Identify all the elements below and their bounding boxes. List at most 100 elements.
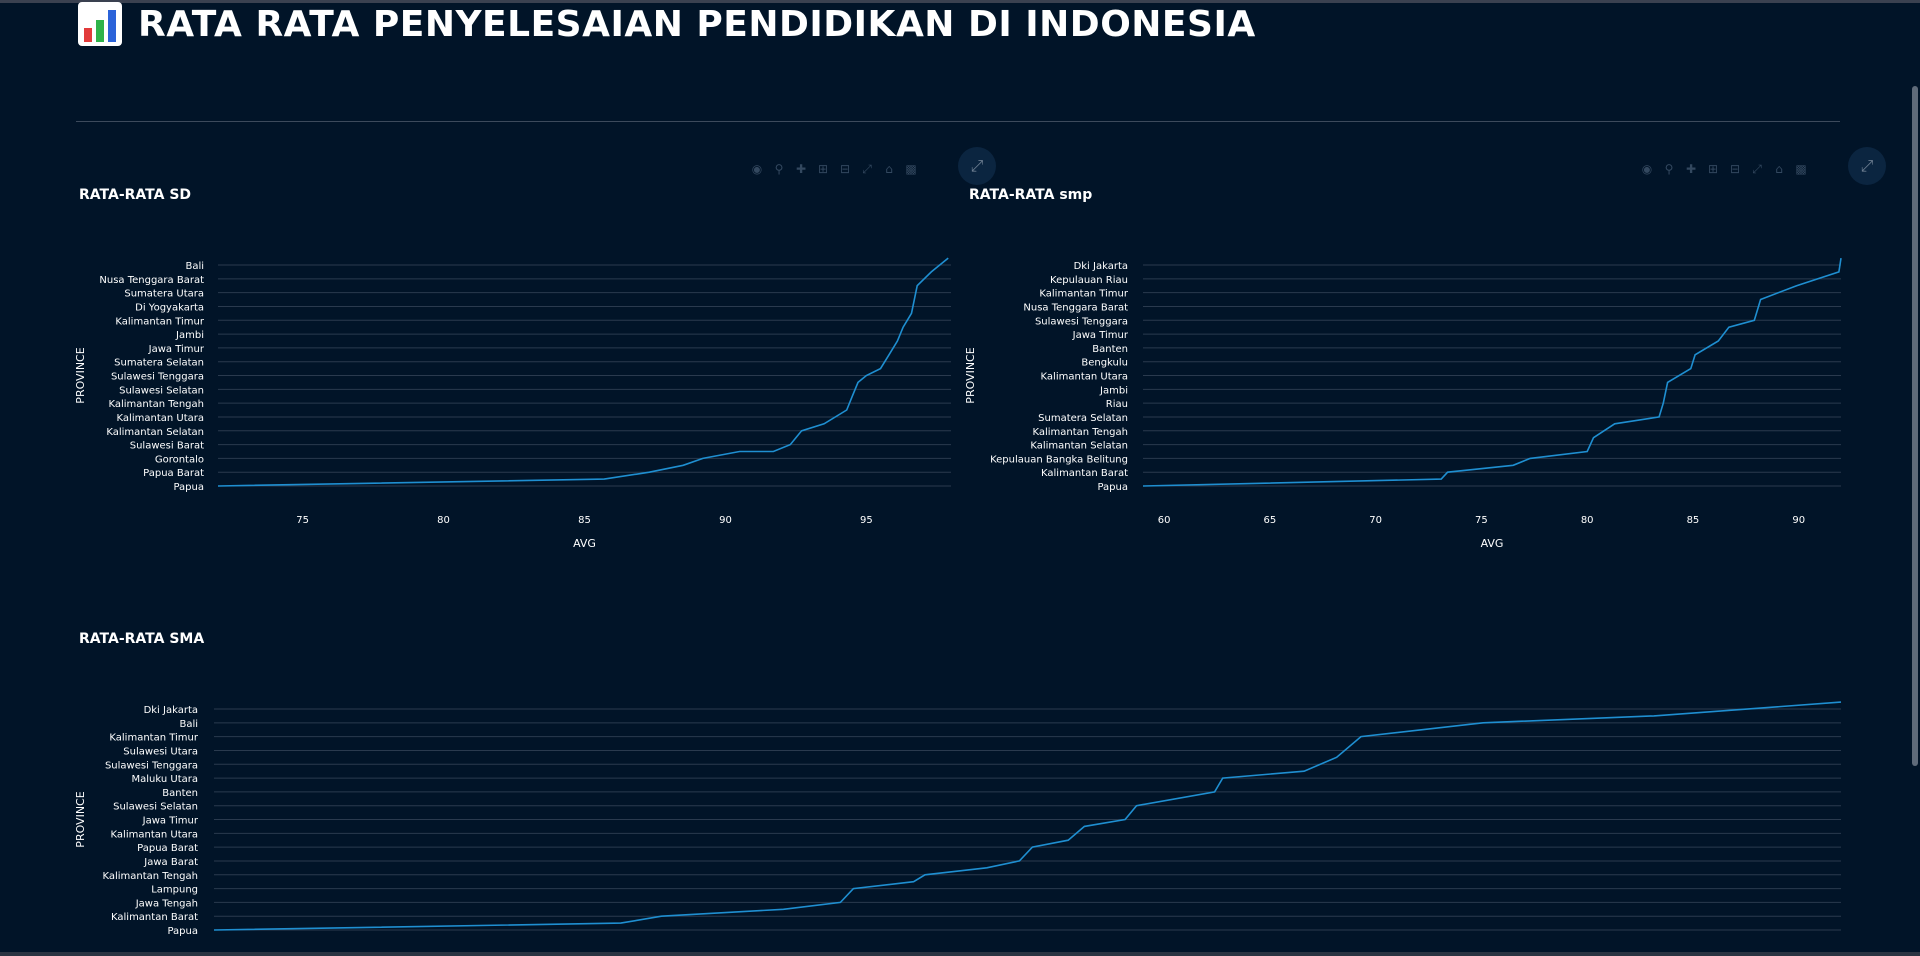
y-tick-label: Gorontalo	[155, 454, 204, 465]
y-axis-title: PROVINCE	[74, 347, 87, 403]
camera-icon[interactable]: ◉	[751, 162, 763, 176]
y-tick-label: Kalimantan Selatan	[1030, 441, 1128, 452]
y-tick-label: Kalimantan Tengah	[1032, 427, 1128, 438]
y-tick-label: Jawa Timur	[1072, 330, 1129, 341]
chart-toolbar: ◉ ⚲ ✚ ⊞ ⊟ ⤢ ⌂ ▩	[1640, 161, 1808, 177]
chart-toolbar: ◉ ⚲ ✚ ⊞ ⊟ ⤢ ⌂ ▩	[750, 161, 918, 177]
y-tick-label: Sulawesi Tenggara	[105, 760, 198, 771]
y-tick-label: Kalimantan Utara	[111, 829, 198, 840]
browser-top-strip	[0, 0, 1920, 3]
x-tick-label: 95	[860, 515, 873, 526]
autoscale-icon[interactable]: ⤢	[1752, 161, 1762, 176]
page-header: RATA RATA PENYELESAIAN PENDIDIKAN DI IND…	[78, 0, 1256, 48]
y-tick-label: Riau	[1106, 399, 1128, 410]
y-tick-label: Nusa Tenggara Barat	[99, 275, 204, 286]
zoom-icon[interactable]: ⚲	[1664, 162, 1674, 176]
x-tick-label: 85	[1687, 515, 1700, 526]
browser-bottom-strip	[0, 952, 1920, 956]
icon-bar-green	[96, 20, 104, 42]
y-tick-label: Papua Barat	[143, 468, 204, 479]
y-tick-label: Papua Barat	[137, 843, 198, 854]
y-axis-title: PROVINCE	[964, 347, 977, 403]
chart-title: RATA-RATA SD	[79, 187, 192, 203]
y-tick-label: Jawa Timur	[142, 816, 199, 827]
y-tick-label: Sumatera Selatan	[1038, 413, 1128, 424]
y-tick-label: Dki Jakarta	[144, 705, 198, 716]
y-tick-label: Kepulauan Bangka Belitung	[990, 454, 1128, 465]
y-tick-label: Jambi	[175, 330, 204, 341]
x-tick-label: 80	[437, 515, 450, 526]
x-tick-label: 80	[1581, 515, 1594, 526]
y-tick-label: Dki Jakarta	[1074, 261, 1128, 272]
x-axis-title: AVG	[1481, 537, 1504, 550]
autoscale-icon[interactable]: ⤢	[862, 161, 872, 176]
y-tick-label: Jambi	[1099, 385, 1128, 396]
y-tick-label: Kalimantan Utara	[1041, 372, 1128, 383]
y-tick-label: Papua	[1097, 482, 1128, 493]
y-tick-label: Kalimantan Timur	[115, 316, 204, 327]
y-tick-label: Kalimantan Tengah	[108, 399, 204, 410]
chart-title: RATA-RATA SMA	[79, 631, 205, 647]
y-tick-label: Bali	[179, 719, 198, 730]
icon-bar-blue	[108, 10, 116, 42]
x-tick-label: 75	[1475, 515, 1488, 526]
zoom-icon[interactable]: ⚲	[774, 162, 784, 176]
y-tick-label: Kalimantan Tengah	[102, 871, 198, 882]
reset-axes-icon[interactable]: ⌂	[885, 162, 893, 176]
y-tick-label: Sulawesi Utara	[123, 746, 198, 757]
x-axis-title: AVG	[573, 537, 596, 550]
expand-icon[interactable]: ⤢	[958, 147, 996, 185]
y-tick-label: Sulawesi Selatan	[119, 385, 204, 396]
y-tick-label: Lampung	[151, 885, 198, 896]
series-line	[213, 701, 1842, 931]
icon-bar-red	[84, 28, 92, 42]
y-tick-label: Sulawesi Barat	[130, 441, 204, 452]
x-tick-label: 90	[1792, 515, 1805, 526]
y-tick-label: Bali	[185, 261, 204, 272]
y-tick-label: Kalimantan Timur	[109, 733, 198, 744]
series-line	[1142, 257, 1842, 487]
y-tick-label: Kepulauan Riau	[1050, 275, 1128, 286]
reset-axes-icon[interactable]: ⌂	[1775, 162, 1783, 176]
expand-icon[interactable]: ⤢	[1848, 147, 1886, 185]
header-divider	[76, 121, 1840, 122]
y-tick-label: Di Yogyakarta	[135, 302, 204, 313]
y-tick-label: Maluku Utara	[132, 774, 198, 785]
y-tick-label: Sulawesi Tenggara	[111, 372, 204, 383]
plotly-logo-icon[interactable]: ▩	[905, 162, 917, 176]
page-scrollbar[interactable]	[1912, 86, 1918, 766]
zoom-out-icon[interactable]: ⊟	[1729, 162, 1741, 176]
bar-chart-icon	[78, 2, 122, 46]
y-tick-label: Kalimantan Timur	[1039, 289, 1128, 300]
y-tick-label: Banten	[1092, 344, 1128, 355]
y-tick-label: Sulawesi Tenggara	[1035, 316, 1128, 327]
pan-icon[interactable]: ✚	[795, 162, 807, 176]
y-tick-label: Kalimantan Selatan	[106, 427, 204, 438]
chart-title: RATA-RATA smp	[969, 187, 1093, 203]
camera-icon[interactable]: ◉	[1641, 162, 1653, 176]
y-tick-label: Kalimantan Barat	[111, 912, 198, 923]
y-tick-label: Jawa Timur	[148, 344, 205, 355]
y-tick-label: Papua	[173, 482, 204, 493]
pan-icon[interactable]: ✚	[1685, 162, 1697, 176]
page-title: RATA RATA PENYELESAIAN PENDIDIKAN DI IND…	[138, 3, 1256, 45]
x-tick-label: 85	[578, 515, 591, 526]
zoom-in-icon[interactable]: ⊞	[817, 162, 829, 176]
y-tick-label: Bengkulu	[1081, 358, 1128, 369]
plotly-logo-icon[interactable]: ▩	[1795, 162, 1807, 176]
x-tick-label: 75	[296, 515, 309, 526]
y-tick-label: Nusa Tenggara Barat	[1023, 302, 1128, 313]
y-tick-label: Jawa Tengah	[135, 898, 198, 909]
y-tick-label: Banten	[162, 788, 198, 799]
y-tick-label: Kalimantan Barat	[1041, 468, 1128, 479]
y-tick-label: Sumatera Utara	[124, 289, 204, 300]
zoom-out-icon[interactable]: ⊟	[839, 162, 851, 176]
x-tick-label: 65	[1264, 515, 1277, 526]
zoom-in-icon[interactable]: ⊞	[1707, 162, 1719, 176]
y-tick-label: Kalimantan Utara	[117, 413, 204, 424]
y-tick-label: Sumatera Selatan	[114, 358, 204, 369]
y-tick-label: Papua	[167, 926, 198, 937]
